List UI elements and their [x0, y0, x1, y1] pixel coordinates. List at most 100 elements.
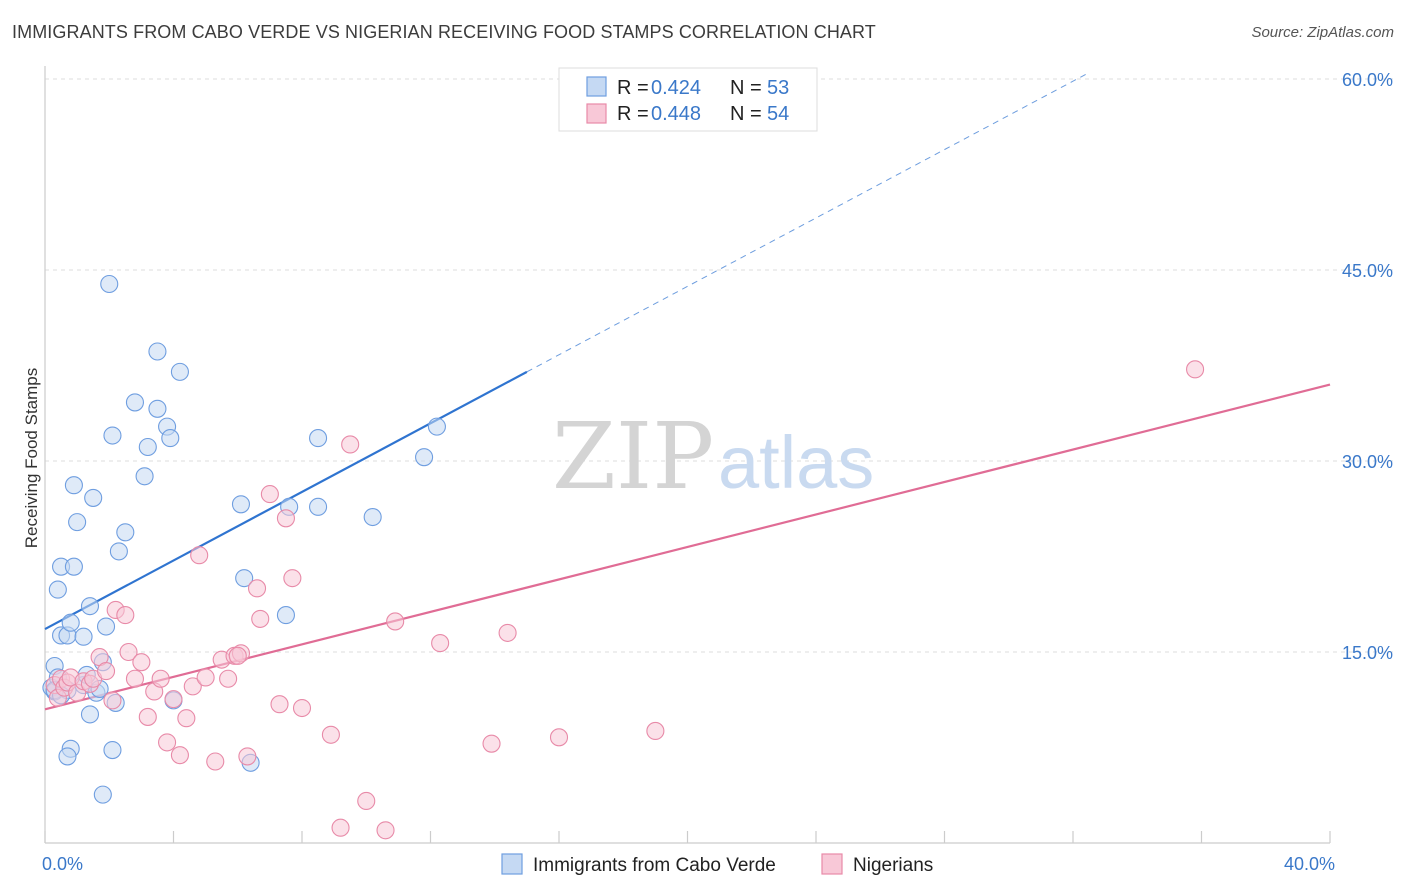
- cabo-verde-point: [161, 429, 180, 448]
- y-tick-label: 60.0%: [1342, 70, 1393, 90]
- legend-r-value-cabo-verde: 0.424: [651, 77, 701, 99]
- cabo-verde-point: [100, 274, 119, 294]
- nigerians-point: [116, 606, 135, 625]
- nigerians-point: [498, 623, 517, 642]
- nigerians-point: [386, 612, 405, 631]
- nigerians-point: [549, 728, 569, 747]
- legend-n-value-nigerians: 54: [767, 103, 789, 125]
- cabo-verde-point: [148, 342, 167, 361]
- nigerians-point: [228, 646, 247, 665]
- nigerians-point: [158, 733, 177, 752]
- stats-legend-swatch-cabo-verde: [586, 76, 607, 97]
- cabo-verde-point: [231, 495, 251, 514]
- cabo-verde-point: [64, 557, 83, 576]
- nigerians-point: [331, 818, 350, 837]
- nigerians-point: [219, 669, 238, 688]
- cabo-verde-point: [80, 705, 100, 724]
- nigerians-point: [125, 669, 144, 688]
- nigerians-point: [164, 690, 183, 709]
- nigerians-point: [238, 747, 257, 766]
- nigerians-point: [151, 669, 170, 688]
- watermark-zip: ZIP: [552, 403, 714, 510]
- nigerians-point: [292, 698, 312, 718]
- nigerians-point: [183, 677, 202, 696]
- nigerians-point: [190, 546, 209, 565]
- nigerians-point: [96, 662, 116, 681]
- nigerians-point: [247, 579, 267, 598]
- cabo-verde-point: [309, 497, 328, 516]
- legend-n-label: N =: [730, 103, 762, 125]
- cabo-verde-point: [135, 467, 154, 486]
- watermark-atlas: atlas: [718, 421, 874, 504]
- series-legend-label-cabo-verde: Immigrants from Cabo Verde: [533, 855, 776, 876]
- cabo-verde-point: [138, 437, 157, 457]
- stats-legend: R = 0.424 N = 53 R = 0.448 N = 54: [558, 67, 818, 132]
- tick-labels: 15.0% 30.0% 45.0% 60.0% 0.0% 40.0%: [42, 70, 1393, 874]
- cabo-verde-point: [363, 507, 382, 527]
- series-legend: Immigrants from Cabo Verde Nigerians: [501, 853, 933, 876]
- nigerians-point: [251, 609, 270, 628]
- trend-lines: [44, 72, 1331, 711]
- cabo-verde-point: [125, 393, 144, 412]
- nigerians-point: [431, 634, 450, 653]
- nigerians-point: [341, 435, 360, 454]
- nigerians-point: [1186, 360, 1205, 379]
- cabo-verde-point: [116, 523, 135, 542]
- axes: [44, 66, 1331, 844]
- cabo-verde-point: [64, 476, 83, 495]
- chart-title: IMMIGRANTS FROM CABO VERDE VS NIGERIAN R…: [12, 22, 876, 42]
- cabo-verde-point: [103, 740, 122, 760]
- nigerians-point: [260, 485, 279, 504]
- cabo-verde-point: [74, 627, 93, 646]
- y-axis-label: Receiving Food Stamps: [22, 368, 41, 548]
- nigerians-point: [270, 695, 289, 714]
- series-legend-swatch-cabo-verde: [501, 853, 523, 875]
- cabo-verde-point: [84, 488, 103, 507]
- x-tick-label: 0.0%: [42, 854, 83, 874]
- nigerians-point: [138, 707, 157, 726]
- series-legend-swatch-nigerians: [821, 853, 843, 875]
- nigerians-point: [482, 734, 501, 753]
- x-tick-label: 40.0%: [1284, 854, 1335, 874]
- nigerians-point: [376, 821, 395, 840]
- cabo-verde-point: [109, 542, 128, 561]
- cabo-verde-point: [148, 399, 167, 418]
- nigerians-point: [321, 725, 340, 744]
- nigerians-point: [646, 721, 665, 740]
- stats-legend-swatch-nigerians: [586, 103, 607, 124]
- nigerians-trend-line: [44, 383, 1331, 711]
- legend-r-label: R =: [617, 77, 649, 99]
- cabo-verde-point: [58, 747, 77, 766]
- data-points: [42, 274, 1205, 840]
- nigerians-point: [170, 746, 189, 765]
- cabo-verde-point: [96, 617, 116, 636]
- cabo-verde-point: [103, 426, 122, 445]
- nigerians-point: [119, 642, 138, 662]
- cabo-verde-point: [48, 580, 67, 599]
- source-label: Source: ZipAtlas.com: [1251, 24, 1394, 41]
- cabo-verde-trend-extension: [526, 72, 1090, 373]
- cabo-verde-point: [415, 448, 434, 467]
- series-legend-label-nigerians: Nigerians: [853, 855, 933, 876]
- cabo-verde-point: [235, 569, 254, 588]
- legend-n-value-cabo-verde: 53: [767, 77, 789, 99]
- nigerians-point: [132, 653, 151, 672]
- cabo-verde-point: [61, 613, 80, 632]
- cabo-verde-point: [427, 417, 446, 436]
- nigerians-point: [103, 691, 122, 710]
- y-tick-label: 15.0%: [1342, 643, 1393, 663]
- watermark: ZIP atlas: [552, 403, 874, 510]
- legend-r-label: R =: [617, 103, 649, 125]
- nigerians-point: [283, 569, 302, 588]
- y-tick-label: 45.0%: [1342, 261, 1393, 281]
- cabo-verde-point: [93, 785, 112, 804]
- cabo-verde-point: [170, 362, 189, 381]
- cabo-verde-point: [276, 606, 295, 625]
- cabo-verde-point: [68, 513, 87, 532]
- nigerians-point: [196, 668, 215, 687]
- legend-n-label: N =: [730, 77, 762, 99]
- nigerians-point: [177, 709, 196, 728]
- cabo-verde-point: [309, 429, 328, 448]
- nigerians-point: [206, 752, 225, 771]
